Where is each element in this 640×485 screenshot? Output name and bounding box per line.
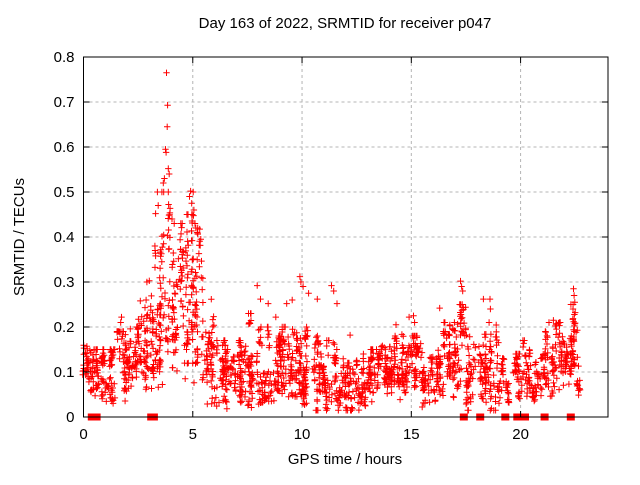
y-tick-label: 0.8 (54, 49, 75, 66)
x-tick-label: 0 (79, 426, 87, 443)
x-tick-label: 20 (512, 426, 529, 443)
scatter-series (79, 69, 584, 414)
x-tick-label: 10 (294, 426, 311, 443)
x-axis-label: GPS time / hours (288, 451, 402, 468)
y-axis-label: SRMTID / TECUs (11, 178, 28, 296)
y-tick-label: 0.6 (54, 139, 75, 156)
chart-title: Day 163 of 2022, SRMTID for receiver p04… (199, 15, 492, 32)
y-tick-label: 0.3 (54, 274, 75, 291)
x-tick-label: 5 (189, 426, 197, 443)
y-tick-label: 0.7 (54, 94, 75, 111)
y-tick-label: 0.4 (54, 229, 75, 246)
y-tick-label: 0.5 (54, 184, 75, 201)
y-tick-label: 0.2 (54, 319, 75, 336)
y-tick-label: 0.1 (54, 364, 75, 381)
scatter-points (79, 69, 584, 414)
axis-ticks (83, 56, 608, 418)
x-tick-labels: 0 5 10 15 20 (79, 426, 529, 443)
y-tick-label: 0 (66, 409, 74, 426)
y-tick-labels: 0 0.1 0.2 0.3 0.4 0.5 0.6 0.7 0.8 (54, 49, 75, 426)
x-tick-label: 15 (403, 426, 420, 443)
